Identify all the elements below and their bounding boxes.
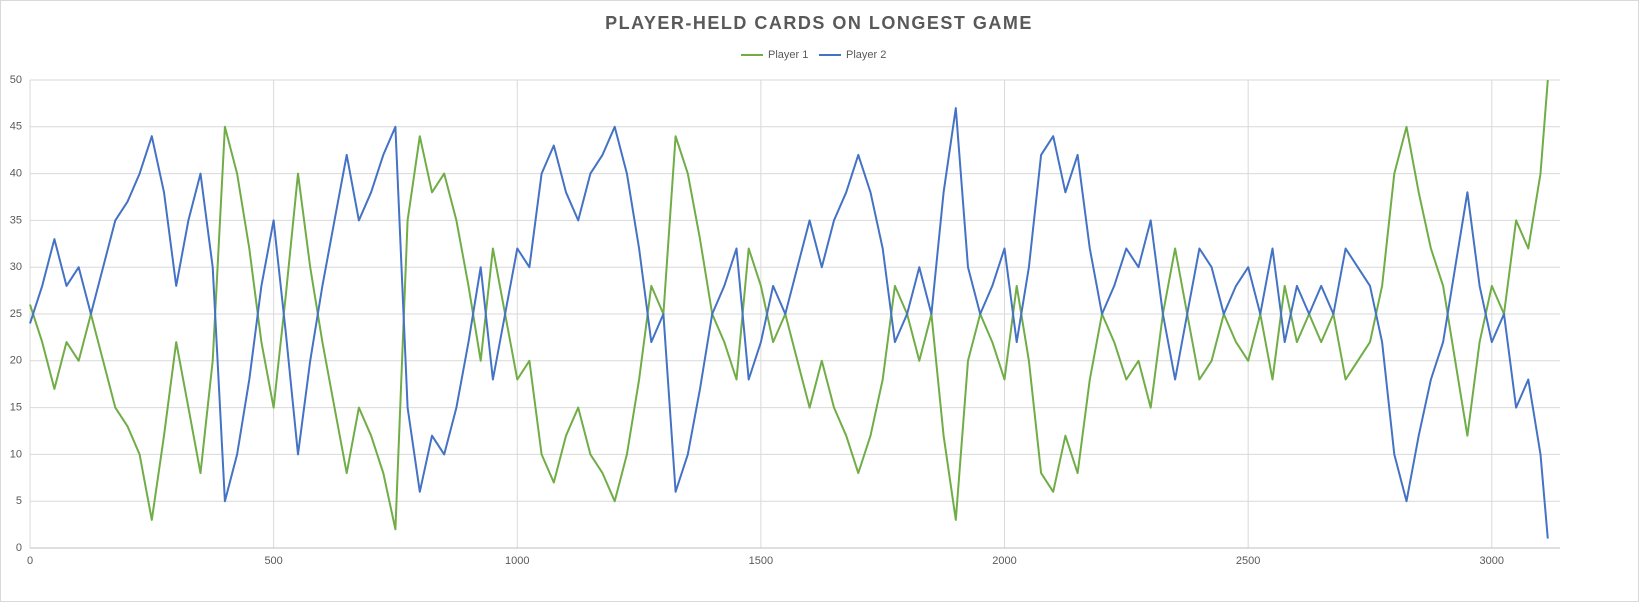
chart-title: PLAYER-HELD CARDS ON LONGEST GAME (605, 13, 1033, 33)
x-tick-label: 3000 (1480, 555, 1504, 567)
x-tick-label: 2500 (1236, 555, 1260, 567)
x-tick-label: 0 (27, 555, 33, 567)
y-tick-label: 30 (10, 261, 22, 273)
y-tick-label: 45 (10, 121, 22, 133)
y-tick-label: 20 (10, 355, 22, 367)
y-tick-label: 15 (10, 402, 22, 414)
y-tick-label: 5 (16, 495, 22, 507)
y-tick-label: 25 (10, 308, 22, 320)
y-tick-label: 10 (10, 448, 22, 460)
legend-label: Player 1 (768, 49, 808, 61)
y-tick-label: 35 (10, 214, 22, 226)
x-tick-label: 1500 (749, 555, 773, 567)
x-tick-label: 500 (264, 555, 282, 567)
legend-label: Player 2 (846, 49, 886, 61)
y-tick-label: 50 (10, 74, 22, 86)
y-tick-label: 0 (16, 542, 22, 554)
x-tick-label: 2000 (992, 555, 1016, 567)
x-tick-label: 1000 (505, 555, 529, 567)
y-tick-label: 40 (10, 168, 22, 180)
line-series (29, 107, 1549, 539)
